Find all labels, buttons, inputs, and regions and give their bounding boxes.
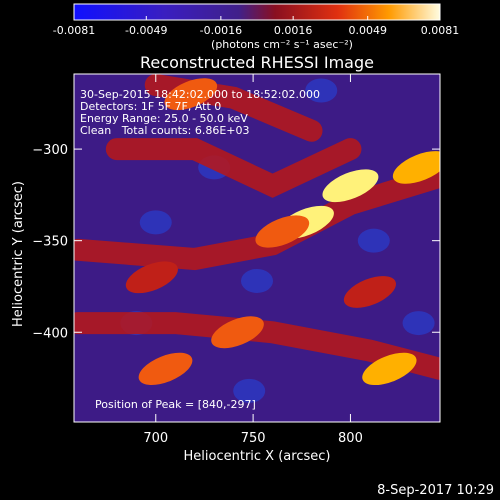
x-axis-ticks: 700 750 800 xyxy=(143,74,363,446)
emission-region xyxy=(343,276,396,308)
x-axis-label: Heliocentric X (arcsec) xyxy=(184,449,331,464)
info-line-energy: Energy Range: 25.0 - 50.0 keV xyxy=(80,112,248,125)
colorbar xyxy=(74,4,440,20)
emission-region xyxy=(255,215,310,248)
colorbar-tick-label: -0.0016 xyxy=(200,24,242,37)
y-tick-label: −300 xyxy=(32,143,68,158)
colorbar-tick-label: 0.0081 xyxy=(421,24,460,37)
colorbar-tick-label: -0.0049 xyxy=(125,24,167,37)
colorbar-tick-label: 0.0049 xyxy=(348,24,387,37)
emission-region xyxy=(164,78,218,111)
chart-title: Reconstructed RHESSI Image xyxy=(140,53,374,72)
image-depression xyxy=(357,228,390,253)
image-depression xyxy=(139,210,172,235)
emission-region xyxy=(125,261,178,294)
timestamp: 8-Sep-2017 10:29 xyxy=(377,483,494,498)
plot-frame xyxy=(73,73,441,423)
image-depression xyxy=(305,78,338,103)
colorbar-frame xyxy=(73,3,441,21)
peak-annotation: Position of Peak = [840,-297] xyxy=(95,398,256,411)
y-tick-label: −400 xyxy=(32,326,68,341)
image-area xyxy=(74,74,440,422)
x-tick-label: 800 xyxy=(338,431,363,446)
image-ribbon xyxy=(105,138,362,198)
info-line-detectors: Detectors: 1F 5F 7F, Att 0 xyxy=(80,100,221,113)
colorbar-tick-label: -0.0081 xyxy=(53,24,95,37)
x-tick-label: 750 xyxy=(241,431,266,446)
y-axis-label: Heliocentric Y (arcsec) xyxy=(11,181,26,327)
colorbar-ticks: -0.0081 -0.0049 -0.0016 0.0016 0.0049 0.0081 xyxy=(53,16,459,37)
y-axis-ticks: −300 −350 −400 xyxy=(32,143,440,341)
image-depression xyxy=(241,268,273,293)
emission-region xyxy=(211,316,264,349)
y-tick-label: −350 xyxy=(32,235,68,250)
image-depression xyxy=(233,378,266,403)
emission-region xyxy=(322,169,379,203)
colorbar-units: (photons cm⁻² s⁻¹ asec⁻²) xyxy=(211,38,353,51)
emission-region xyxy=(392,151,440,184)
colorbar-tick-label: 0.0016 xyxy=(274,24,313,37)
info-line-time: 30-Sep-2015 18:42:02.000 to 18:52:02.000 xyxy=(80,88,320,101)
image-depression xyxy=(402,311,435,336)
emission-region xyxy=(138,352,193,385)
emission-region xyxy=(362,352,417,386)
info-line-counts: Clean Total counts: 6.86E+03 xyxy=(80,124,250,137)
x-tick-label: 700 xyxy=(143,431,168,446)
